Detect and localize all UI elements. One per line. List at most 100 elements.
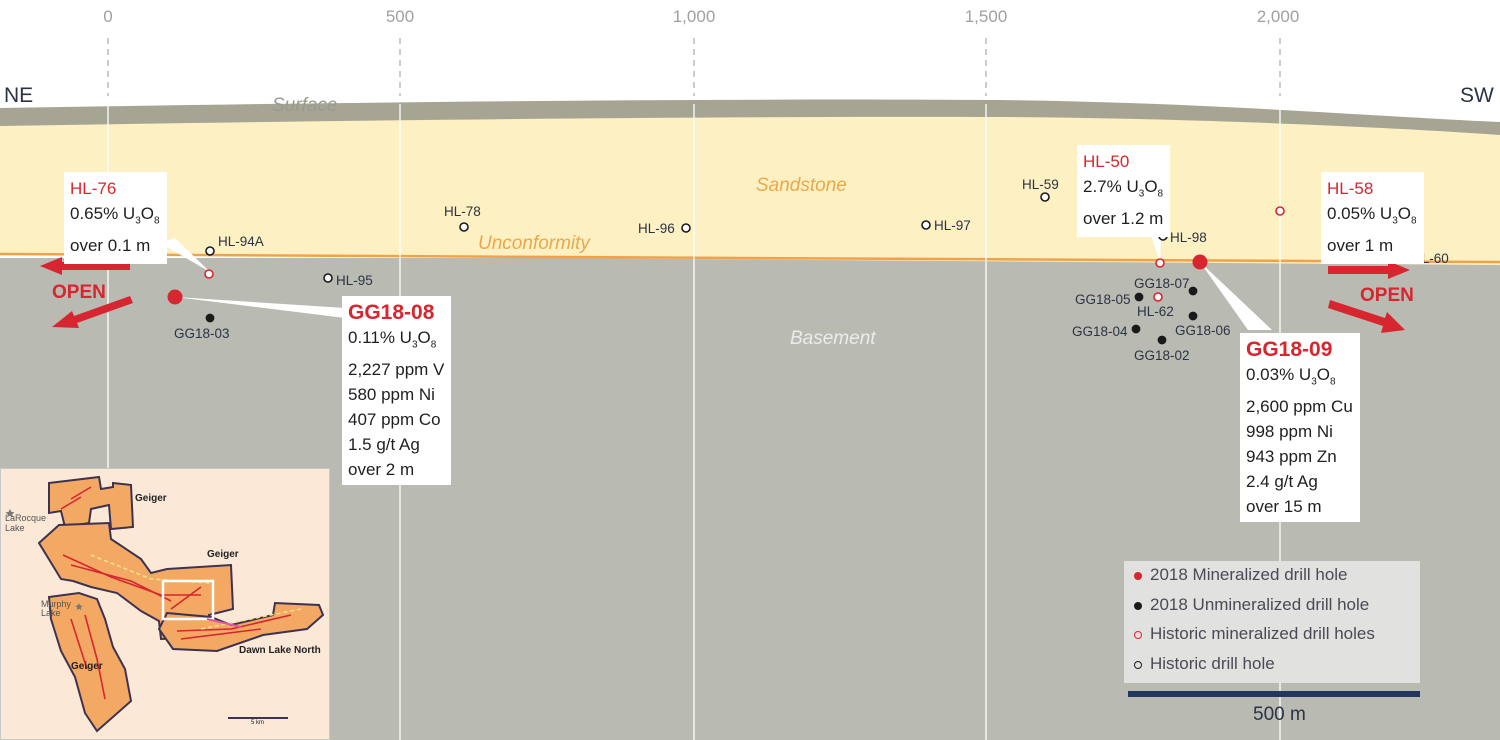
mineralized-2018-marker — [167, 289, 183, 305]
callout-grade: 0.65% U3O8 — [70, 204, 160, 227]
open-arrows-left — [40, 257, 133, 328]
drill-hole-marker — [1188, 311, 1198, 321]
hole-label: GG18-03 — [174, 326, 230, 341]
legend-marker — [1134, 571, 1142, 580]
callout-grade: 2.7% U3O8 — [1083, 177, 1164, 200]
drill-hole-marker — [1188, 286, 1198, 296]
drill-hole-marker — [323, 273, 333, 283]
callout-interval: over 1.2 m — [1083, 209, 1164, 229]
inset-label: Geiger — [207, 549, 239, 560]
tick-dashes — [107, 38, 1281, 96]
surface-layer — [0, 99, 1500, 135]
legend-marker — [1134, 660, 1142, 669]
callout-line: 943 ppm Zn — [1246, 447, 1337, 467]
unconformity-label: Unconformity — [478, 233, 590, 254]
callout-grade: 0.11% U3O8 — [348, 328, 437, 351]
drill-hole-marker — [459, 222, 469, 232]
inset-label: Geiger — [71, 661, 103, 672]
historic-mineralized-marker — [204, 269, 214, 279]
callout-hl50: HL-50 2.7% U3O8 over 1.2 m — [1077, 145, 1171, 238]
inset-scale-label: 5 km — [251, 720, 265, 726]
hl76-leader — [160, 238, 210, 272]
hole-label: GG18-04 — [1072, 324, 1128, 339]
mineralized-2018-marker — [1192, 254, 1208, 270]
callout-hl76: HL-76 0.65% U3O8 over 0.1 m — [64, 172, 167, 265]
drill-hole-marker — [921, 220, 931, 230]
callout-line: 1.5 g/t Ag — [348, 435, 420, 455]
open-label-right: OPEN — [1360, 285, 1414, 306]
open-label-left: OPEN — [52, 282, 106, 303]
drill-hole-marker — [681, 223, 691, 233]
hole-label: HL-95 — [336, 273, 373, 288]
hole-label: HL-59 — [1022, 177, 1059, 192]
gg1808-leader — [175, 297, 345, 318]
callout-line: 998 ppm Ni — [1246, 422, 1333, 442]
callout-line: 580 ppm Ni — [348, 385, 435, 405]
hole-label: HL-97 — [934, 218, 971, 233]
scale-bar-label: 500 m — [1253, 704, 1306, 725]
legend: 2018 Mineralized drill hole 2018 Unminer… — [1124, 561, 1420, 683]
callout-line: 2,600 ppm Cu — [1246, 397, 1353, 417]
callout-title: GG18-08 — [348, 301, 435, 324]
inset-label: Dawn Lake North — [239, 645, 321, 656]
sandstone-label: Sandstone — [756, 175, 847, 196]
drill-hole-marker — [1157, 335, 1167, 345]
inset-map-shapes — [5, 475, 325, 733]
inset-location-box — [161, 579, 215, 621]
hole-label: GG18-02 — [1134, 348, 1190, 363]
direction-sw: SW — [1460, 84, 1494, 107]
drill-hole-marker — [1134, 292, 1144, 302]
axis-tick-500: 500 — [385, 7, 415, 26]
hole-label: GG18-05 — [1075, 292, 1131, 307]
callout-line: 407 ppm Co — [348, 410, 441, 430]
direction-ne: NE — [4, 84, 34, 107]
legend-marker — [1134, 630, 1142, 639]
inset-label: LaRocque — [5, 513, 47, 523]
legend-marker — [1134, 601, 1142, 610]
basement-label: Basement — [790, 328, 876, 349]
axis-tick-2000: 2,000 — [1256, 7, 1300, 26]
callout-gg1809: GG18-09 0.03% U3O8 2,600 ppm Cu 998 ppm … — [1240, 333, 1360, 523]
callout-grade: 0.05% U3O8 — [1327, 204, 1417, 227]
callout-interval: over 1 m — [1327, 236, 1394, 256]
drill-hole-marker — [1131, 324, 1141, 334]
drill-hole-marker — [1153, 292, 1163, 302]
callout-line: over 15 m — [1246, 497, 1322, 517]
gg1809-leader — [1200, 262, 1272, 330]
scale-bar — [1128, 691, 1420, 697]
callout-title: HL-50 — [1083, 152, 1130, 171]
drill-hole-marker — [205, 246, 215, 256]
legend-item: 2018 Unmineralized drill hole — [1134, 595, 1369, 615]
inset-label: Murphy — [41, 599, 72, 609]
callout-interval: over 0.1 m — [70, 236, 151, 256]
historic-mineralized-marker — [1155, 258, 1165, 268]
inset-label: Lake — [41, 608, 61, 618]
callout-line: 2.4 g/t Ag — [1246, 472, 1318, 492]
inset-label: Lake — [5, 523, 25, 533]
gg1808-leader-line — [176, 297, 345, 313]
callout-hl58: HL-58 0.05% U3O8 over 1 m — [1321, 172, 1424, 265]
hole-label: HL-94A — [218, 234, 264, 249]
callout-gg1808: GG18-08 0.11% U3O8 2,227 ppm V 580 ppm N… — [342, 296, 452, 486]
open-arrows-right — [1328, 261, 1410, 333]
legend-item: Historic drill hole — [1134, 654, 1275, 674]
hole-label: HL-78 — [444, 204, 481, 219]
callout-title: GG18-09 — [1246, 338, 1333, 361]
inset-location-map: Geiger LaRocque Lake Geiger Murphy Lake … — [0, 468, 330, 740]
hole-label: GG18-06 — [1175, 323, 1231, 338]
axis-tick-0: 0 — [103, 7, 113, 26]
axis-tick-1500: 1,500 — [964, 7, 1008, 26]
surface-label: Surface — [272, 95, 338, 116]
hole-label: HL-98 — [1170, 230, 1207, 245]
callout-line: over 2 m — [348, 460, 415, 480]
inset-label: Geiger — [135, 493, 167, 504]
callout-title: HL-58 — [1327, 179, 1374, 198]
callout-grade: 0.03% U3O8 — [1246, 365, 1336, 388]
historic-mineralized-marker — [1275, 206, 1285, 216]
callout-line: 2,227 ppm V — [348, 360, 445, 380]
hole-label: HL-96 — [638, 221, 675, 236]
hole-label: HL-62 — [1137, 304, 1174, 319]
legend-item: 2018 Mineralized drill hole — [1134, 565, 1348, 585]
